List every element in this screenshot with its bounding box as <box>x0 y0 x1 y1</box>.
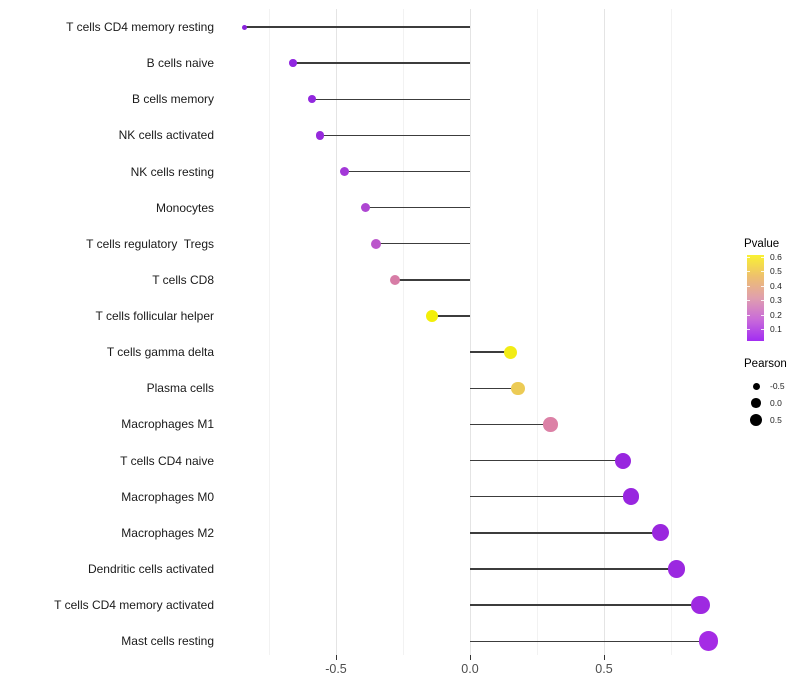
row-label: NK cells activated <box>118 128 214 143</box>
lollipop-segment <box>293 62 470 64</box>
row-label: Mast cells resting <box>121 634 214 649</box>
pvalue-tick-label: 0.3 <box>770 295 782 306</box>
lollipop-segment <box>470 640 709 642</box>
row-label: T cells regulatory Tregs <box>86 236 214 251</box>
pvalue-bar-tick <box>747 285 750 287</box>
row-label: B cells naive <box>146 56 214 71</box>
lollipop-segment <box>470 351 511 353</box>
pvalue-bar-tick <box>761 271 764 273</box>
x-axis-tick-label: 0.0 <box>461 662 479 676</box>
x-axis-tick <box>336 655 337 660</box>
lollipop-segment <box>311 98 470 100</box>
pvalue-bar-tick <box>761 314 764 316</box>
lollipop-dot <box>511 381 525 396</box>
lollipop-segment <box>319 134 470 137</box>
lollipop-segment <box>244 26 470 28</box>
legend-pearson: Pearson -0.5 0.0 0.5 <box>744 358 800 438</box>
row-label: Macrophages M2 <box>121 525 214 540</box>
pvalue-bar-tick <box>747 329 750 330</box>
x-axis-tick-label: 0.5 <box>595 662 613 676</box>
pvalue-bar-tick <box>761 285 764 287</box>
row-label: T cells CD4 memory activated <box>54 598 214 613</box>
lollipop-segment <box>394 279 470 281</box>
lollipop-dot <box>289 59 297 67</box>
lollipop-segment <box>470 423 551 426</box>
lollipop-dot <box>371 238 382 249</box>
plot-panel <box>222 9 746 655</box>
pearson-size-dot <box>751 398 761 408</box>
pearson-size-label: 0.5 <box>770 415 782 425</box>
lollipop-segment <box>470 459 623 462</box>
lollipop-segment <box>344 170 470 173</box>
pvalue-bar-tick <box>747 271 750 273</box>
pearson-size-dot <box>752 382 760 390</box>
lollipop-dot <box>242 24 248 30</box>
row-label: Macrophages M1 <box>121 417 214 432</box>
lollipop-segment <box>470 387 519 389</box>
row-label: T cells gamma delta <box>106 345 214 360</box>
pearson-size-label: 0.0 <box>770 398 782 408</box>
pvalue-bar-tick <box>747 300 750 302</box>
lollipop-dot <box>667 560 686 578</box>
legend-pearson-title: Pearson <box>744 358 787 370</box>
lollipop-dot <box>315 131 325 140</box>
lollipop-dot <box>543 417 558 432</box>
gridline-minor <box>537 9 538 655</box>
x-axis-tick-label: -0.5 <box>325 662 347 676</box>
row-label: T cells CD8 <box>152 272 214 287</box>
lollipop-dot <box>614 452 631 469</box>
row-label: Dendritic cells activated <box>87 561 214 576</box>
lollipop-dot <box>698 631 719 651</box>
lollipop-dot <box>503 345 517 359</box>
row-label: Monocytes <box>155 200 214 215</box>
lollipop-segment <box>376 243 470 245</box>
gridline-major <box>604 9 605 655</box>
row-label: Macrophages M0 <box>121 489 214 504</box>
row-label: Plasma cells <box>146 381 214 396</box>
legend-pvalue: Pvalue 0.6 0.5 0.4 0.3 0.2 0.1 <box>744 238 800 348</box>
lollipop-dot <box>389 274 401 286</box>
pearson-size-dot <box>750 414 762 426</box>
pvalue-colorbar <box>747 255 764 341</box>
pearson-size-label: -0.5 <box>770 381 785 391</box>
pvalue-bar-tick <box>747 257 750 258</box>
row-label: T cells CD4 naive <box>120 453 214 468</box>
lollipop-dot <box>307 95 316 104</box>
legend-pvalue-title: Pvalue <box>744 238 780 250</box>
lollipop-segment <box>470 568 677 570</box>
gridline-major <box>470 9 471 655</box>
lollipop-dot <box>622 488 640 505</box>
lollipop-dot <box>651 524 669 542</box>
pvalue-tick-label: 0.4 <box>770 280 782 291</box>
lollipop-segment <box>470 495 631 498</box>
pvalue-bar-tick <box>761 329 764 330</box>
row-label: B cells memory <box>131 92 214 107</box>
gridline-minor <box>671 9 672 655</box>
pvalue-tick-label: 0.1 <box>770 324 782 334</box>
pvalue-bar-tick <box>747 314 750 316</box>
x-axis-tick <box>470 655 471 660</box>
pvalue-tick-label: 0.5 <box>770 266 782 277</box>
lollipop-segment <box>470 604 701 606</box>
lollipop-dot <box>691 595 710 615</box>
row-label: NK cells resting <box>130 164 214 179</box>
pvalue-tick-label: 0.2 <box>770 309 782 320</box>
lollipop-dot <box>426 310 439 323</box>
row-label: T cells CD4 memory resting <box>66 20 214 34</box>
lollipop-segment <box>470 532 661 534</box>
row-label: T cells follicular helper <box>95 309 215 324</box>
pvalue-bar-tick <box>761 300 764 302</box>
x-axis-tick <box>604 655 605 660</box>
gridline-minor <box>269 9 270 655</box>
lollipop-dot <box>339 167 349 177</box>
lollipop-segment <box>432 315 470 317</box>
lollipop-dot <box>360 202 371 213</box>
gridline-minor <box>403 9 404 655</box>
pvalue-bar-tick <box>761 257 764 258</box>
pvalue-tick-label: 0.6 <box>770 252 782 262</box>
lollipop-segment <box>365 206 470 209</box>
gridline-major <box>336 9 337 655</box>
